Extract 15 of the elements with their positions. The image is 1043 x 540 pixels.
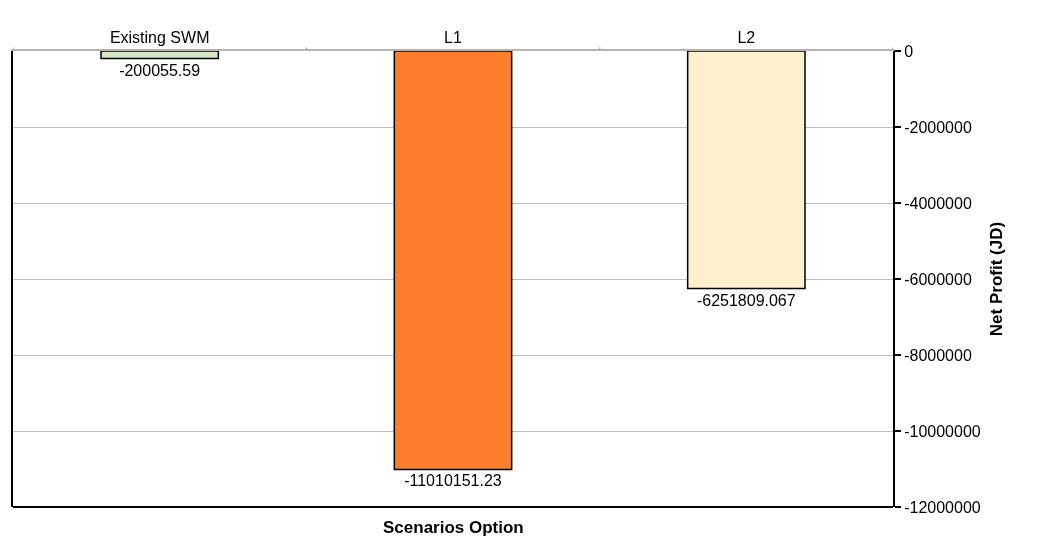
data-label: -200055.59 <box>119 61 201 79</box>
y-tick-label: -10000000 <box>904 422 981 440</box>
y-tick-label: 0 <box>904 42 914 60</box>
x-tick-label: L1 <box>444 28 462 46</box>
x-tick-label: Existing SWM <box>109 28 210 46</box>
y-tick-label: -2000000 <box>904 118 972 136</box>
y-tick-label: -6000000 <box>904 270 972 288</box>
data-label: -6251809.067 <box>696 291 796 309</box>
y-tick-label: -8000000 <box>904 346 972 364</box>
y-tick-label: -12000000 <box>904 498 981 516</box>
y-axis-title: Net Profit (JD) <box>986 221 1006 337</box>
x-axis-title: Scenarios Option <box>383 518 524 537</box>
x-tick-label: L2 <box>737 28 756 46</box>
y-tick-label: -4000000 <box>904 194 972 212</box>
data-label: -11010151.23 <box>404 472 502 490</box>
